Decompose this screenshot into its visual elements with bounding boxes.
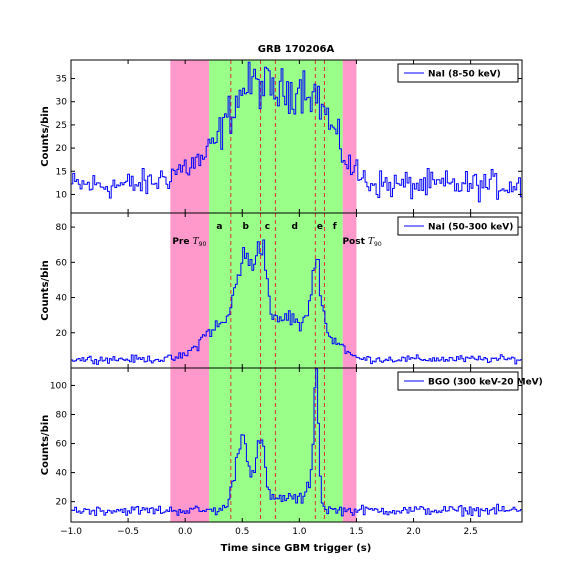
panel-1: 10 15 20 25 30 35 Counts/bin NaI (8-50 keV)	[40, 59, 523, 214]
x-tick-label: −0.5	[117, 527, 139, 537]
x-tick-label: −1.0	[60, 527, 82, 537]
y-tick-label: 35	[56, 75, 67, 85]
y-tick-label: 100	[50, 381, 67, 391]
shaded-region-0	[170, 213, 210, 368]
y-axis-title-2: Counts/bin	[40, 260, 51, 321]
region-label-2: Post T90	[342, 237, 381, 248]
y-tick-label: 40	[56, 294, 68, 304]
x-tick-label: 1.5	[349, 527, 363, 537]
shaded-region-1	[209, 60, 343, 213]
x-tick-label: 2.0	[406, 527, 421, 537]
panels-group: 10 15 20 25 30 35 Counts/bin NaI (8-50 keV) 20 40…	[40, 59, 543, 523]
x-tick-label: 0.0	[178, 527, 193, 537]
y-tick-label: 20	[56, 329, 68, 339]
shaded-region-0	[170, 368, 210, 522]
x-tick-label: 2.5	[463, 527, 477, 537]
legend-box-3	[397, 371, 519, 391]
series-line-3	[71, 368, 522, 517]
interval-label-c: c	[265, 222, 270, 232]
legend-box-1	[397, 63, 519, 83]
interval-label-f: f	[333, 222, 337, 232]
y-tick-label: 30	[56, 98, 68, 108]
legend-label-1: NaI (8-50 keV)	[428, 70, 501, 80]
y-tick-label: 20	[56, 144, 68, 154]
interval-label-e: e	[317, 222, 323, 232]
y-axis-title-3: Counts/bin	[40, 415, 51, 476]
series-line-1	[71, 61, 522, 203]
shaded-region-1	[209, 368, 343, 522]
legend-label-3: BGO (300 keV-20 MeV)	[428, 378, 543, 388]
y-tick-label: 60	[56, 440, 68, 450]
shaded-region-2	[342, 368, 357, 522]
y-tick-label: 60	[56, 258, 68, 268]
interval-label-d: d	[292, 222, 298, 232]
panel-frame-3	[70, 367, 523, 523]
y-tick-label: 40	[56, 469, 68, 479]
x-tick-label: 1.0	[292, 527, 307, 537]
interval-label-a: a	[216, 222, 222, 232]
shaded-region-2	[342, 60, 357, 213]
panel-3: 20 40 60 80 100 Counts/bin BGO (300 keV-20 MeV…	[40, 367, 543, 523]
legend-box-2	[397, 216, 519, 236]
y-tick-label: 25	[56, 121, 67, 131]
y-tick-label: 80	[56, 410, 68, 420]
y-tick-label: 15	[56, 167, 67, 177]
region-label-0: Pre T90	[172, 237, 206, 248]
interval-label-b: b	[242, 222, 249, 232]
shaded-region-1	[209, 213, 343, 368]
x-axis-title: Time since GBM trigger (s)	[221, 543, 372, 554]
series-line-2	[71, 239, 522, 365]
legend-label-2: NaI (50-300 keV)	[428, 223, 513, 233]
y-tick-label: 10	[56, 190, 68, 200]
chart-title: GRB 170206A	[258, 44, 335, 55]
shaded-region-0	[170, 60, 210, 213]
x-tick-label: 0.5	[235, 527, 249, 537]
shaded-region-2	[342, 213, 357, 368]
panel-2: 20 40 60 80 Counts/bin NaI (50-300 keV) a b c d e f…	[40, 212, 523, 369]
x-axis: −1.0 −0.5 0.0 0.5 1.0 1.5 2.0 2.5	[60, 527, 478, 537]
y-tick-label: 80	[56, 223, 68, 233]
y-tick-label: 20	[56, 498, 68, 508]
y-axis-title-1: Counts/bin	[40, 106, 51, 167]
